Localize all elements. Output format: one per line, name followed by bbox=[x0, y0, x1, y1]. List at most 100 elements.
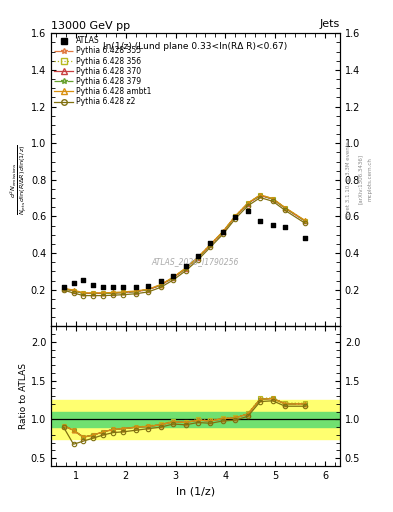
Pythia 6.428 379 bbox=[303, 218, 307, 224]
X-axis label: ln (1/z): ln (1/z) bbox=[176, 486, 215, 496]
Pythia 6.428 ambt1 bbox=[283, 205, 288, 211]
Pythia 6.428 ambt1 bbox=[303, 218, 307, 224]
ATLAS bbox=[170, 272, 176, 280]
Text: [arXiv:1306.3436]: [arXiv:1306.3436] bbox=[358, 154, 363, 204]
Pythia 6.428 379 bbox=[91, 290, 96, 296]
Pythia 6.428 ambt1 bbox=[81, 290, 86, 296]
Pythia 6.428 356 bbox=[270, 196, 275, 202]
Pythia 6.428 356 bbox=[61, 286, 66, 292]
Pythia 6.428 379 bbox=[258, 192, 263, 198]
Pythia 6.428 370 bbox=[111, 290, 116, 296]
Pythia 6.428 356 bbox=[208, 241, 213, 247]
Pythia 6.428 379 bbox=[133, 288, 138, 294]
Pythia 6.428 ambt1 bbox=[146, 286, 151, 292]
Legend: ATLAS, Pythia 6.428 355, Pythia 6.428 356, Pythia 6.428 370, Pythia 6.428 379, P: ATLAS, Pythia 6.428 355, Pythia 6.428 35… bbox=[53, 35, 152, 107]
Pythia 6.428 z2 bbox=[283, 207, 288, 214]
Pythia 6.428 355 bbox=[81, 290, 86, 296]
Pythia 6.428 370 bbox=[133, 288, 138, 294]
Pythia 6.428 370 bbox=[146, 287, 151, 293]
Pythia 6.428 379 bbox=[196, 254, 200, 261]
ATLAS bbox=[158, 278, 164, 286]
Pythia 6.428 355 bbox=[233, 214, 238, 220]
Pythia 6.428 z2 bbox=[146, 289, 151, 295]
Pythia 6.428 356 bbox=[258, 192, 263, 198]
Pythia 6.428 ambt1 bbox=[258, 192, 263, 198]
Pythia 6.428 ambt1 bbox=[158, 282, 163, 288]
Text: Jets: Jets bbox=[320, 19, 340, 29]
Pythia 6.428 379 bbox=[220, 229, 225, 235]
Pythia 6.428 370 bbox=[220, 229, 225, 235]
Text: ln(1/z) (Lund plane 0.33<ln(RΔ R)<0.67): ln(1/z) (Lund plane 0.33<ln(RΔ R)<0.67) bbox=[103, 42, 288, 51]
ATLAS bbox=[195, 252, 201, 260]
Pythia 6.428 370 bbox=[71, 288, 76, 294]
Line: Pythia 6.428 z2: Pythia 6.428 z2 bbox=[61, 196, 307, 298]
Pythia 6.428 355 bbox=[146, 287, 151, 293]
Pythia 6.428 355 bbox=[133, 288, 138, 294]
Pythia 6.428 356 bbox=[101, 290, 106, 296]
Pythia 6.428 355 bbox=[196, 254, 200, 261]
Pythia 6.428 355 bbox=[283, 205, 288, 211]
Pythia 6.428 356 bbox=[121, 289, 126, 295]
Pythia 6.428 355 bbox=[183, 266, 188, 272]
Pythia 6.428 356 bbox=[111, 290, 116, 296]
Pythia 6.428 370 bbox=[183, 266, 188, 272]
Pythia 6.428 355 bbox=[158, 282, 163, 288]
Pythia 6.428 356 bbox=[246, 200, 250, 206]
Pythia 6.428 379 bbox=[121, 289, 126, 295]
Pythia 6.428 ambt1 bbox=[171, 274, 175, 281]
Line: Pythia 6.428 ambt1: Pythia 6.428 ambt1 bbox=[61, 193, 307, 295]
Pythia 6.428 379 bbox=[81, 290, 86, 296]
Line: Pythia 6.428 379: Pythia 6.428 379 bbox=[61, 193, 307, 295]
Pythia 6.428 356 bbox=[196, 254, 200, 261]
ATLAS bbox=[132, 283, 139, 291]
Pythia 6.428 370 bbox=[101, 290, 106, 296]
Pythia 6.428 370 bbox=[91, 290, 96, 296]
ATLAS bbox=[302, 233, 308, 242]
Pythia 6.428 379 bbox=[61, 286, 66, 292]
Pythia 6.428 355 bbox=[270, 196, 275, 202]
Pythia 6.428 ambt1 bbox=[270, 196, 275, 202]
Y-axis label: Ratio to ATLAS: Ratio to ATLAS bbox=[19, 363, 28, 429]
ATLAS bbox=[245, 207, 251, 215]
Pythia 6.428 370 bbox=[283, 205, 288, 211]
Pythia 6.428 355 bbox=[208, 242, 213, 248]
Pythia 6.428 z2 bbox=[171, 277, 175, 283]
Pythia 6.428 355 bbox=[171, 275, 175, 281]
Pythia 6.428 z2 bbox=[71, 290, 76, 296]
Pythia 6.428 ambt1 bbox=[183, 265, 188, 271]
Pythia 6.428 z2 bbox=[158, 284, 163, 290]
Pythia 6.428 355 bbox=[91, 290, 96, 296]
Pythia 6.428 379 bbox=[246, 200, 250, 206]
Pythia 6.428 z2 bbox=[258, 195, 263, 201]
Pythia 6.428 356 bbox=[133, 288, 138, 294]
Pythia 6.428 370 bbox=[233, 214, 238, 220]
Pythia 6.428 z2 bbox=[121, 292, 126, 298]
Pythia 6.428 370 bbox=[208, 242, 213, 248]
ATLAS bbox=[80, 275, 86, 284]
Pythia 6.428 356 bbox=[158, 282, 163, 288]
Pythia 6.428 356 bbox=[233, 213, 238, 219]
Pythia 6.428 379 bbox=[146, 287, 151, 293]
Pythia 6.428 ambt1 bbox=[133, 288, 138, 294]
Pythia 6.428 370 bbox=[171, 275, 175, 281]
Text: mcplots.cern.ch: mcplots.cern.ch bbox=[367, 157, 373, 201]
Pythia 6.428 356 bbox=[283, 205, 288, 211]
Pythia 6.428 z2 bbox=[91, 292, 96, 298]
ATLAS bbox=[232, 214, 239, 222]
Pythia 6.428 355 bbox=[101, 290, 106, 296]
Pythia 6.428 379 bbox=[158, 282, 163, 288]
ATLAS bbox=[100, 283, 107, 291]
Text: Rivet 3.1.10, ≥ 3.3M events: Rivet 3.1.10, ≥ 3.3M events bbox=[346, 141, 351, 218]
ATLAS bbox=[220, 228, 226, 236]
Pythia 6.428 355 bbox=[258, 193, 263, 199]
Pythia 6.428 z2 bbox=[233, 216, 238, 222]
Pythia 6.428 370 bbox=[121, 289, 126, 295]
Pythia 6.428 z2 bbox=[246, 203, 250, 209]
Pythia 6.428 379 bbox=[233, 213, 238, 219]
Pythia 6.428 370 bbox=[246, 201, 250, 207]
Pythia 6.428 ambt1 bbox=[121, 289, 126, 295]
Pythia 6.428 ambt1 bbox=[220, 228, 225, 234]
Pythia 6.428 356 bbox=[81, 290, 86, 296]
Pythia 6.428 379 bbox=[208, 242, 213, 248]
Pythia 6.428 355 bbox=[111, 290, 116, 296]
